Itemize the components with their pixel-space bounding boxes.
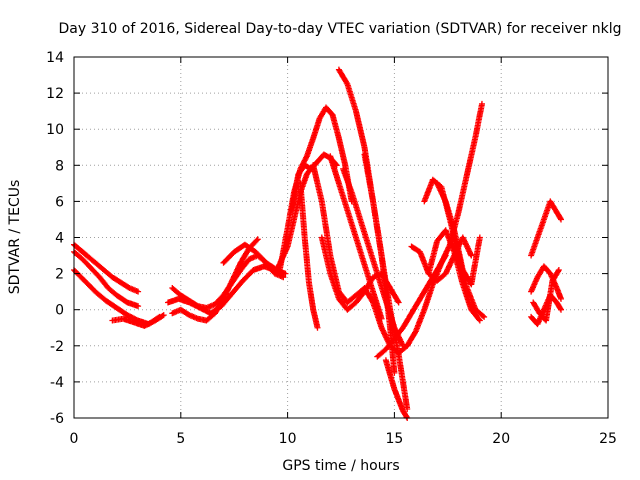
x-tick-label: 0: [70, 431, 79, 447]
y-axis-title: SDTVAR / TECUs: [7, 180, 23, 295]
y-tick-label: -4: [50, 375, 64, 391]
data-series: [530, 266, 562, 324]
data-series: [109, 312, 167, 329]
data-point-markers: [425, 227, 483, 324]
data-series: [434, 180, 483, 288]
data-point-markers: [220, 162, 317, 273]
y-tick-label: 14: [46, 50, 64, 66]
tick-layer: 0 5 10 15 20 25 -6 -4 -2 0 2 4 6 8 10 12 14: [46, 50, 617, 447]
data-point-markers: [530, 266, 562, 324]
data-series: [528, 198, 565, 259]
grid-layer: [74, 57, 608, 418]
y-tick-label: 12: [46, 86, 64, 102]
y-tick-label: 10: [46, 122, 64, 138]
data-series: [220, 162, 317, 273]
y-tick-label: 8: [55, 158, 64, 174]
x-tick-label: 10: [279, 431, 297, 447]
data-series: [327, 153, 385, 322]
data-series: [425, 227, 483, 324]
data-point-markers: [528, 198, 565, 259]
x-tick-label: 15: [385, 431, 403, 447]
x-tick-label: 5: [176, 431, 185, 447]
data-point-markers: [434, 180, 483, 288]
y-tick-label: 4: [55, 231, 64, 247]
y-tick-label: -2: [50, 339, 64, 355]
data-point-markers: [335, 66, 411, 412]
data-point-markers: [297, 180, 321, 331]
y-tick-label: 2: [55, 267, 64, 283]
data-layer: [71, 66, 565, 421]
x-axis-title: GPS time / hours: [282, 458, 399, 474]
data-point-markers: [109, 312, 167, 329]
data-series: [382, 357, 411, 421]
data-series: [361, 151, 398, 376]
data-series: [297, 180, 321, 331]
data-series: [335, 66, 411, 412]
data-point-markers: [361, 151, 398, 376]
x-tick-label: 25: [599, 431, 617, 447]
y-tick-label: 0: [55, 303, 64, 319]
x-tick-label: 20: [492, 431, 510, 447]
data-point-markers: [382, 357, 411, 421]
y-tick-label: 6: [55, 194, 64, 210]
data-point-markers: [327, 153, 385, 322]
chart-title: Day 310 of 2016, Sidereal Day-to-day VTE…: [59, 21, 622, 37]
y-tick-label: -6: [50, 411, 64, 427]
